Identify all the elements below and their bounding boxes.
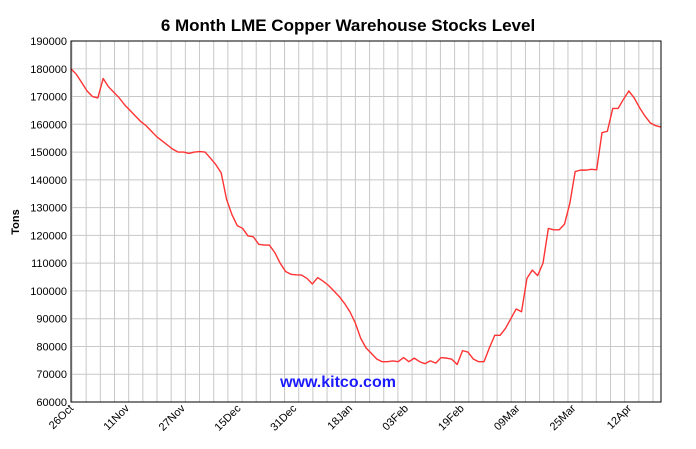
x-tick-label: 03Feb (380, 403, 411, 434)
y-tick-label: 170000 (30, 92, 67, 104)
x-tick-label: 11Nov (102, 402, 133, 433)
x-tick-label: 27Nov (157, 402, 188, 433)
y-axis-label: Tons (10, 209, 22, 234)
y-tick-label: 90000 (36, 314, 67, 326)
x-tick-label: 09Mar (492, 402, 523, 433)
x-tick-label: 19Feb (436, 403, 467, 434)
chart-title: 6 Month LME Copper Warehouse Stocks Leve… (161, 16, 535, 35)
x-tick-label: 25Mar (548, 402, 579, 433)
y-tick-label: 160000 (30, 119, 67, 131)
plot-area-border (70, 40, 662, 403)
y-tick-label: 110000 (31, 258, 67, 270)
series-line-copper-stocks (70, 68, 662, 366)
y-tick-label: 70000 (36, 369, 67, 381)
y-tick-label: 150000 (30, 147, 67, 159)
y-tick-label: 100000 (30, 286, 67, 298)
x-tick-label: 31Dec (268, 402, 299, 433)
x-tick-label: 15Dec (213, 402, 244, 433)
y-tick-label: 130000 (30, 203, 67, 215)
y-tick-label: 180000 (30, 64, 67, 76)
x-tick-label: 12Apr (605, 402, 634, 431)
y-axis-ticks: 60000 70000 80000 90000 100000 110000 120000 13… (30, 36, 67, 409)
y-tick-label: 60000 (36, 397, 67, 409)
y-tick-label: 190000 (30, 36, 67, 48)
watermark: www.kitco.com (279, 374, 396, 391)
y-tick-label: 120000 (30, 230, 67, 242)
y-tick-label: 140000 (30, 175, 67, 187)
x-tick-label: 18Jan (325, 403, 355, 433)
x-axis-ticks: 26Oct 11Nov 27Nov 15Dec 31Dec 18Jan 03Feb 19Feb… (47, 402, 634, 433)
y-tick-label: 80000 (36, 341, 67, 353)
